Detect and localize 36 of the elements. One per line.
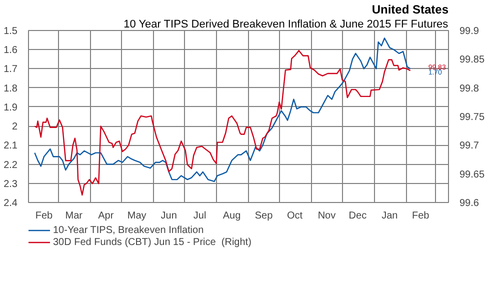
x-tick-label: Apr xyxy=(98,210,114,222)
x-tick-label: Dec xyxy=(348,210,367,222)
y2-tick-label: 99.7 xyxy=(460,140,480,152)
y-tick-label: 1.5 xyxy=(4,26,18,37)
legend-label: 10-Year TIPS, Breakeven Inflation xyxy=(53,224,204,236)
y2-tick-label: 99.75 xyxy=(460,112,485,123)
x-tick-label: May xyxy=(127,210,146,222)
x-tick-label: Oct xyxy=(286,210,303,222)
line-series xyxy=(34,50,411,196)
y2-tick-label: 99.8 xyxy=(460,83,480,94)
line-series xyxy=(34,38,411,182)
y-tick-label: 1.8 xyxy=(4,83,18,94)
x-tick-label: Sep xyxy=(254,210,274,222)
x-tick-label: Nov xyxy=(318,210,336,222)
y-tick-label: 2.3 xyxy=(4,178,18,190)
legend-label: 30D Fed Funds (CBT) Jun 15 - Price (Right) xyxy=(53,236,252,248)
chart-title: United States xyxy=(372,2,449,16)
x-tick-label: Aug xyxy=(222,210,241,222)
y2-tick-label: 99.9 xyxy=(460,26,480,37)
y-tick-label: 1.6 xyxy=(4,45,18,56)
y-tick-label: 2.4 xyxy=(4,198,18,209)
y-tick-label: 1.7 xyxy=(4,64,18,76)
y-tick-label: 2.1 xyxy=(4,140,18,152)
y2-tick-label: 99.65 xyxy=(460,169,485,180)
x-tick-label: Mar xyxy=(65,210,84,222)
x-tick-label: Jan xyxy=(382,210,398,222)
y2-tick-label: 99.6 xyxy=(460,198,480,209)
x-tick-label: Jun xyxy=(160,210,177,222)
y-tick-label: 2 xyxy=(12,122,18,133)
x-tick-label: Jul xyxy=(193,210,206,222)
y-tick-label: 1.9 xyxy=(4,102,18,114)
x-tick-label: Feb xyxy=(35,210,54,222)
y2-tick-label: 99.85 xyxy=(460,54,485,66)
y-tick-label: 2.2 xyxy=(4,160,18,171)
x-tick-label: Feb xyxy=(412,210,430,222)
chart-subtitle: 10 Year TIPS Derived Breakeven Inflation & June 2015 FF Futures xyxy=(124,18,449,30)
